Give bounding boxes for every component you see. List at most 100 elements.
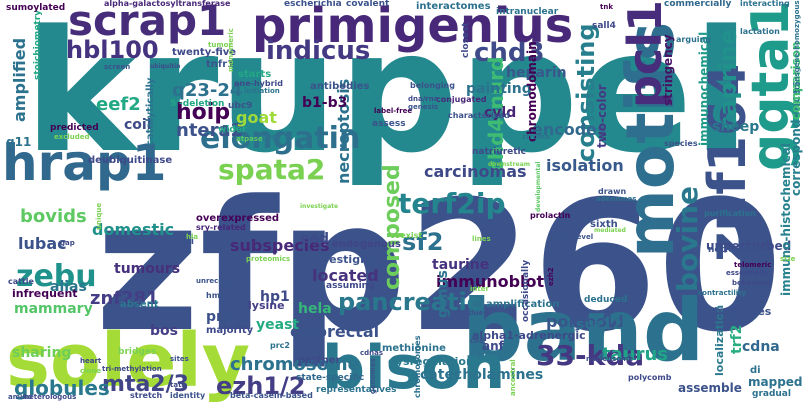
word-pancreatic: pancreatic [338,288,481,316]
word-escherichia: escherichia [284,0,342,9]
word-q23-24: q23-24 [172,80,243,101]
word-gap: gap [60,239,75,247]
word-prc2: prc2 [270,341,290,350]
word-covalent: covalent [346,0,390,9]
word-cdna: cdna [742,339,780,355]
word-atpase: atpase [236,135,263,143]
word-anf: anf [482,339,504,353]
word-acini: acini [170,237,194,247]
word-bison: bison [322,333,506,403]
word-q11: q11 [6,135,32,149]
word-carcinomas: carcinomas [424,162,527,181]
word-stringency: stringency [661,34,675,106]
word-kruppel: kruppel [24,0,751,190]
word-stretch: stretch [130,391,163,400]
word-unrecognized: unrecognized [196,277,250,285]
word-located: located [312,266,379,285]
word-cdnas: cdnas [360,349,384,357]
word-sry-related: sry-related [196,223,246,232]
word-chromosome: chromosome [230,354,360,375]
word-tata: tata [170,381,187,389]
word-belonging: belonging [410,81,455,90]
word-interactomes: interactomes [416,1,491,12]
word-domestic: domestic [92,220,175,239]
word-mta2-3: mta2/3 [102,372,189,397]
word-stoichiometry: stoichiometry [33,9,43,80]
word-hrap1: hrap1 [2,134,167,192]
word-5-deletion: 5'-deletion [170,99,225,109]
word-characterised: characterised [448,111,510,120]
word-behaviour: behaviour [732,279,772,287]
word-purification: purification [704,209,756,218]
word-infrequent: infrequent [12,287,78,300]
word-wider: wider [218,125,247,135]
word-adenomas: adenomas [596,195,637,203]
word-gradual: gradual [752,389,791,399]
word-heart: heart [80,357,102,365]
word-two-color: two-color [595,84,609,148]
word-hla: hla [186,233,199,241]
word-beta-casein-based: beta-casein-based [230,391,313,400]
word-ancestral: ancestral [509,359,517,396]
word-contractility: contractility [698,289,747,297]
word-yeast: yeast [256,317,300,333]
word-assess: assess [372,119,406,129]
word-tri-methylation: tri-methylation [102,365,162,373]
word-solely: solely [6,318,251,404]
word-taurine: taurine [432,257,490,273]
word-one-hybrid: one-hybrid [234,79,283,88]
word-immunoblot: immunoblot [436,272,545,291]
word-deduced: deduced [584,295,628,305]
word-colorectal: colorectal [290,322,380,341]
word-amplified: amplified [10,37,29,122]
word-telomeric: telomeric [734,261,772,269]
word-drawn: drawn [598,187,627,196]
word-polycomb: polycomb [628,373,672,382]
word-amplification: amplification [486,299,560,310]
word-nucleosome: nucleosome [586,355,634,363]
word-goat: goat [236,108,277,127]
word-ntera2: ntera2 [176,120,244,141]
word-lubac: lubac [18,234,67,253]
word-zebu: zebu [16,259,97,294]
word-downstream: downstream [488,161,530,168]
word-hoip: hoip [176,100,231,125]
word-sharing: sharing [12,345,72,361]
word-bos: bos [150,323,178,339]
word-pups: pups [262,133,282,141]
word-eed: eed [300,231,330,247]
word-sall4: sall4 [592,21,616,31]
word-residues: residues [454,309,488,317]
word-overexpressed: overexpressed [196,213,280,224]
word-terf2ip: terf2ip [398,187,506,220]
word-sixth: sixth [590,219,618,230]
word-painting: painting [466,81,532,97]
word-monomeric: monomeric [227,28,235,72]
word-ezh1-2: ezh1/2 [216,372,306,400]
word-partner: partner [298,355,341,366]
word-natriuretic: natriuretic [472,147,526,157]
word-representatives: representatives [316,385,397,395]
word-antibodies: antibodies [310,81,370,92]
word-sf2: sf2 [402,228,444,256]
word-ezh2: ezh2 [547,267,555,286]
word-b1-b3: b1-b3 [302,95,348,111]
word-hela: hela [298,301,332,317]
word-tnk: tnk [600,3,613,11]
word-absent: absent [120,299,159,310]
word-coexist: coexist [390,231,423,240]
word-heparin: heparin [506,65,567,81]
word-catecholamines: catecholamines [420,367,544,383]
word-ubc9: ubc9 [228,101,253,111]
word-conjugated: conjugated [436,95,487,104]
word-indicus: indicus [266,36,371,66]
word-closest: closest [461,22,471,58]
word-starts: starts [238,69,272,80]
word-genus: genus [435,270,451,318]
word-developmental: developmental [535,161,542,212]
word-clone: clone [80,367,102,375]
word-isolation: isolation [546,156,624,175]
word-bovids: bovids [20,206,87,227]
word-scrap1: scrap1 [68,0,227,45]
